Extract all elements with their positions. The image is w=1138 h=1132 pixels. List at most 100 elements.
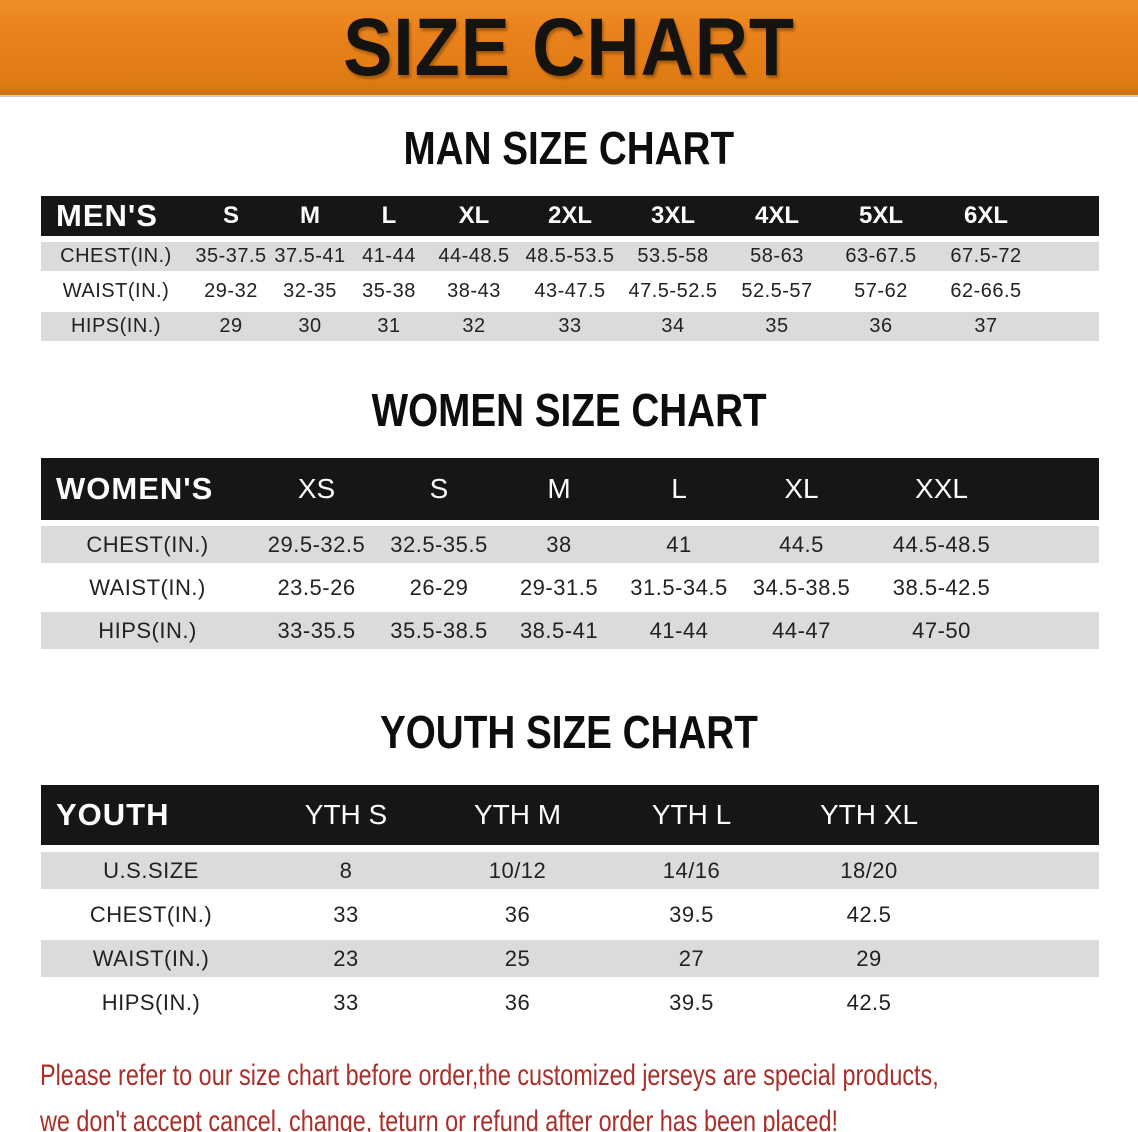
size-table-header-row: MEN'S S M L XL 2XL 3XL 4XL 5XL 6XL — [41, 196, 1099, 236]
size-value-cell: 25 — [504, 945, 531, 971]
size-value-cell: 27 — [678, 945, 705, 971]
size-value-cell: 33 — [558, 315, 582, 337]
table-corner-label: YOUTH — [41, 785, 261, 845]
women-size-section: WOMEN SIZE CHART WOMEN'S XS S M L XL XXL CHEST(… — [0, 387, 1138, 655]
size-table-header-row: YOUTH YTH S YTH M YTH L YTH XL — [41, 785, 1099, 845]
size-value-cell: 29.5-32.5 — [267, 531, 366, 557]
size-value-cell: 33 — [333, 989, 359, 1015]
measurement-row: HIPS(IN.) 33-35.5 35.5-38.5 38.5-41 41-44 44-… — [41, 612, 1099, 649]
row-label: CHEST(IN.) — [86, 531, 209, 557]
size-value-cell: 57-62 — [854, 280, 908, 302]
size-value-cell: 34 — [661, 315, 685, 337]
youth-size-table: YOUTH YTH S YTH M YTH L YTH XL U.S.SIZE 8 10/12… — [41, 778, 1099, 1028]
size-column-header: S — [379, 458, 499, 520]
size-value-cell: 63-67.5 — [845, 245, 917, 267]
header-spacer — [1019, 458, 1099, 520]
size-value-cell: 38.5-42.5 — [892, 574, 991, 600]
row-label: U.S.SIZE — [103, 857, 199, 883]
size-value-cell: 33-35.5 — [277, 617, 356, 643]
table-corner-label: MEN'S — [41, 196, 191, 236]
row-label: WAIST(IN.) — [92, 945, 210, 971]
size-value-cell: 39.5 — [669, 989, 714, 1015]
size-value-cell: 32-35 — [283, 280, 337, 302]
row-label: HIPS(IN.) — [101, 989, 201, 1015]
measurement-row: CHEST(IN.) 35-37.5 37.5-41 41-44 44-48.5 48.5… — [41, 242, 1099, 271]
row-spacer — [1039, 277, 1099, 306]
size-value-cell: 29-31.5 — [519, 574, 599, 600]
size-value-cell: 23.5-26 — [277, 574, 356, 600]
size-column-header: YTH S — [261, 785, 431, 845]
header-spacer — [1039, 196, 1099, 236]
size-value-cell: 23 — [333, 945, 359, 971]
size-column-header: XXL — [864, 458, 1019, 520]
size-column-header: YTH M — [431, 785, 604, 845]
size-value-cell: 36 — [869, 315, 893, 337]
size-value-cell: 35 — [765, 315, 789, 337]
measurement-row: WAIST(IN.) 23 25 27 29 — [41, 940, 1099, 977]
measurement-row: CHEST(IN.) 33 36 39.5 42.5 — [41, 896, 1099, 933]
size-column-header: 6XL — [933, 196, 1039, 236]
size-value-cell: 36 — [504, 989, 531, 1015]
size-value-cell: 48.5-53.5 — [525, 245, 615, 267]
size-column-header: YTH XL — [779, 785, 959, 845]
table-corner-label: WOMEN'S — [41, 458, 254, 520]
row-spacer — [959, 984, 1099, 1021]
men-size-section: MAN SIZE CHART MEN'S S M L XL 2XL 3XL 4XL 5XL 6XL… — [0, 125, 1138, 347]
size-column-header: 3XL — [621, 196, 725, 236]
size-value-cell: 26-29 — [409, 574, 469, 600]
size-value-cell: 58-63 — [750, 245, 804, 267]
size-column-header: 4XL — [725, 196, 829, 236]
row-spacer — [1019, 569, 1099, 606]
size-value-cell: 41 — [666, 531, 692, 557]
size-value-cell: 44-48.5 — [438, 245, 510, 267]
youth-section-heading-text: YOUTH SIZE CHART — [380, 706, 758, 758]
women-section-heading: WOMEN SIZE CHART — [0, 387, 1138, 433]
banner-title: SIZE CHART — [343, 2, 795, 93]
size-value-cell: 44-47 — [772, 617, 831, 643]
row-label: CHEST(IN.) — [89, 901, 213, 927]
youth-size-section: YOUTH SIZE CHART YOUTH YTH S YTH M YTH L YTH… — [0, 709, 1138, 1028]
size-value-cell: 35.5-38.5 — [390, 617, 488, 643]
size-value-cell: 38.5-41 — [519, 617, 599, 643]
header-spacer — [959, 785, 1099, 845]
size-value-cell: 29-32 — [204, 280, 258, 302]
size-value-cell: 33 — [333, 901, 359, 927]
disclaimer-line-2: we don't accept cancel, change, teturn o… — [40, 1105, 838, 1132]
size-value-cell: 10/12 — [488, 857, 547, 883]
women-size-table: WOMEN'S XS S M L XL XXL CHEST(IN.) 29.5-32.5 32.5… — [41, 452, 1099, 655]
row-label: WAIST(IN.) — [62, 280, 170, 302]
disclaimer-text: Please refer to our size chart before or… — [40, 1053, 1116, 1132]
size-column-header: XL — [429, 196, 519, 236]
size-value-cell: 67.5-72 — [950, 245, 1022, 267]
size-value-cell: 29 — [219, 315, 243, 337]
measurement-row: HIPS(IN.) 33 36 39.5 42.5 — [41, 984, 1099, 1021]
banner: SIZE CHART — [0, 0, 1138, 97]
measurement-row: HIPS(IN.) 29 30 31 32 33 34 35 36 37 — [41, 312, 1099, 341]
men-section-heading: MAN SIZE CHART — [0, 125, 1138, 171]
measurement-row: CHEST(IN.) 29.5-32.5 32.5-35.5 38 41 44.5 44.5… — [41, 526, 1099, 563]
row-spacer — [959, 940, 1099, 977]
size-value-cell: 38 — [546, 531, 572, 557]
disclaimer-line-1: Please refer to our size chart before or… — [40, 1059, 939, 1092]
size-value-cell: 31.5-34.5 — [630, 574, 728, 600]
size-value-cell: 32 — [462, 315, 486, 337]
size-value-cell: 47-50 — [912, 617, 971, 643]
size-value-cell: 29 — [856, 945, 882, 971]
row-label: HIPS(IN.) — [70, 315, 162, 337]
measurement-row: WAIST(IN.) 23.5-26 26-29 29-31.5 31.5-34.5 34… — [41, 569, 1099, 606]
size-value-cell: 14/16 — [662, 857, 721, 883]
youth-section-heading: YOUTH SIZE CHART — [0, 709, 1138, 755]
disclaimer: Please refer to our size chart before or… — [40, 1053, 1138, 1132]
size-value-cell: 36 — [504, 901, 531, 927]
size-value-cell: 44.5-48.5 — [892, 531, 991, 557]
size-table-header-row: WOMEN'S XS S M L XL XXL — [41, 458, 1099, 520]
size-value-cell: 44.5 — [779, 531, 824, 557]
size-value-cell: 31 — [377, 315, 401, 337]
size-value-cell: 34.5-38.5 — [752, 574, 851, 600]
row-spacer — [959, 896, 1099, 933]
row-spacer — [1039, 312, 1099, 341]
size-value-cell: 32.5-35.5 — [390, 531, 488, 557]
row-label: WAIST(IN.) — [89, 574, 206, 600]
size-value-cell: 30 — [298, 315, 322, 337]
